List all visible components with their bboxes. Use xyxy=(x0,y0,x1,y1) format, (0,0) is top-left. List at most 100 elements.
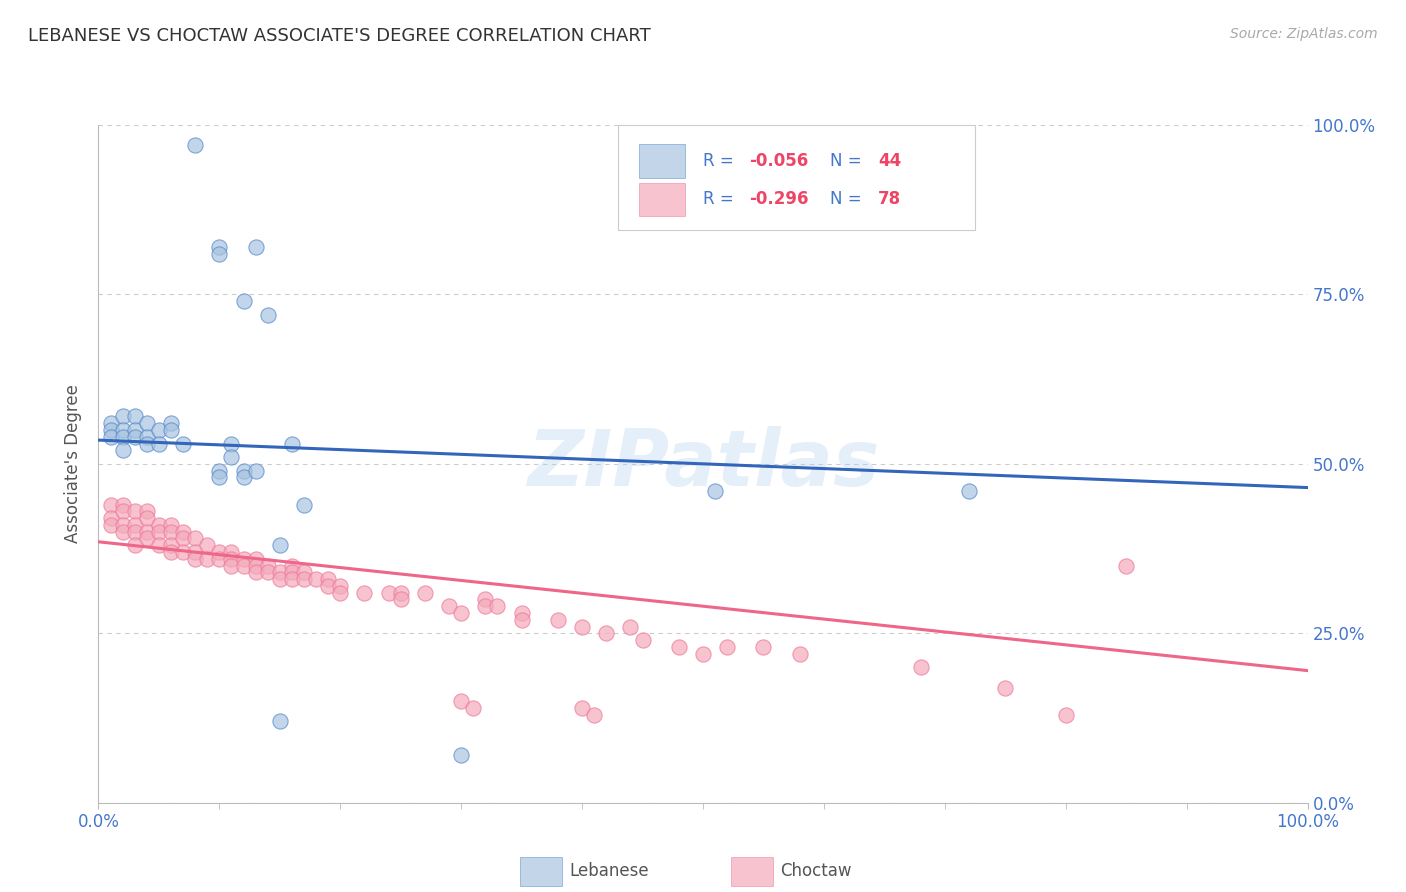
Text: ZIPatlas: ZIPatlas xyxy=(527,425,879,502)
Point xyxy=(353,585,375,599)
Point xyxy=(292,498,315,512)
Point xyxy=(221,558,243,573)
Point xyxy=(124,409,146,424)
Point xyxy=(547,613,569,627)
Point xyxy=(1115,558,1137,573)
Point xyxy=(111,504,134,518)
Point xyxy=(160,423,183,437)
Point xyxy=(329,579,352,593)
Point xyxy=(510,606,533,620)
Point xyxy=(619,619,641,633)
Point xyxy=(100,416,122,430)
Point xyxy=(148,423,170,437)
Point xyxy=(269,566,291,580)
Point xyxy=(135,430,157,444)
Point xyxy=(111,423,134,437)
Point xyxy=(111,517,134,532)
Point xyxy=(269,538,291,552)
Text: 78: 78 xyxy=(879,191,901,209)
Point xyxy=(377,585,399,599)
Point xyxy=(245,551,267,566)
Point xyxy=(172,436,194,450)
Point xyxy=(571,701,593,715)
Point xyxy=(184,138,207,153)
Point xyxy=(100,498,122,512)
Point xyxy=(752,640,775,654)
Point xyxy=(135,532,157,546)
Point xyxy=(305,572,328,586)
Point xyxy=(208,464,231,478)
Point xyxy=(100,511,122,525)
Point xyxy=(208,551,231,566)
Point xyxy=(413,585,436,599)
Point xyxy=(269,572,291,586)
Point xyxy=(100,517,122,532)
Point xyxy=(124,504,146,518)
Text: Lebanese: Lebanese xyxy=(569,863,650,880)
Point xyxy=(172,524,194,539)
Point xyxy=(221,450,243,464)
Point xyxy=(256,558,278,573)
Point xyxy=(124,430,146,444)
Y-axis label: Associate's Degree: Associate's Degree xyxy=(65,384,83,543)
Point xyxy=(281,558,304,573)
Point xyxy=(184,551,207,566)
Text: Choctaw: Choctaw xyxy=(780,863,852,880)
Point xyxy=(135,436,157,450)
Point xyxy=(111,443,134,458)
Point xyxy=(474,599,496,614)
Point xyxy=(208,470,231,484)
Point xyxy=(184,532,207,546)
Point xyxy=(100,423,122,437)
Text: LEBANESE VS CHOCTAW ASSOCIATE'S DEGREE CORRELATION CHART: LEBANESE VS CHOCTAW ASSOCIATE'S DEGREE C… xyxy=(28,27,651,45)
Point xyxy=(221,545,243,559)
Point xyxy=(232,558,254,573)
Point xyxy=(148,538,170,552)
Point xyxy=(281,436,304,450)
Point xyxy=(124,524,146,539)
Point xyxy=(994,681,1017,695)
Point xyxy=(316,579,339,593)
Point xyxy=(256,566,278,580)
Point xyxy=(160,416,183,430)
Point xyxy=(135,416,157,430)
Point xyxy=(148,517,170,532)
Point xyxy=(172,545,194,559)
Point xyxy=(124,423,146,437)
Point xyxy=(292,566,315,580)
Point xyxy=(910,660,932,674)
Point xyxy=(208,240,231,254)
Point xyxy=(389,585,412,599)
Text: R =: R = xyxy=(703,152,740,169)
Point xyxy=(450,694,472,708)
Point xyxy=(111,430,134,444)
Point xyxy=(221,436,243,450)
Point xyxy=(486,599,509,614)
Text: N =: N = xyxy=(830,152,868,169)
Point xyxy=(292,572,315,586)
FancyBboxPatch shape xyxy=(619,125,976,230)
Point xyxy=(245,464,267,478)
Point xyxy=(135,511,157,525)
Point xyxy=(245,240,267,254)
Point xyxy=(160,538,183,552)
Point xyxy=(281,572,304,586)
Point xyxy=(463,701,485,715)
Point xyxy=(571,619,593,633)
Text: N =: N = xyxy=(830,191,868,209)
Text: Source: ZipAtlas.com: Source: ZipAtlas.com xyxy=(1230,27,1378,41)
Point xyxy=(195,538,218,552)
Point xyxy=(135,504,157,518)
Point xyxy=(111,524,134,539)
Point xyxy=(208,246,231,260)
Point xyxy=(450,748,472,763)
Point xyxy=(716,640,738,654)
Point xyxy=(232,551,254,566)
Point xyxy=(100,430,122,444)
Point xyxy=(124,517,146,532)
Point xyxy=(957,483,980,498)
Point xyxy=(184,545,207,559)
Point xyxy=(583,707,606,722)
Text: 44: 44 xyxy=(879,152,901,169)
Point xyxy=(245,566,267,580)
